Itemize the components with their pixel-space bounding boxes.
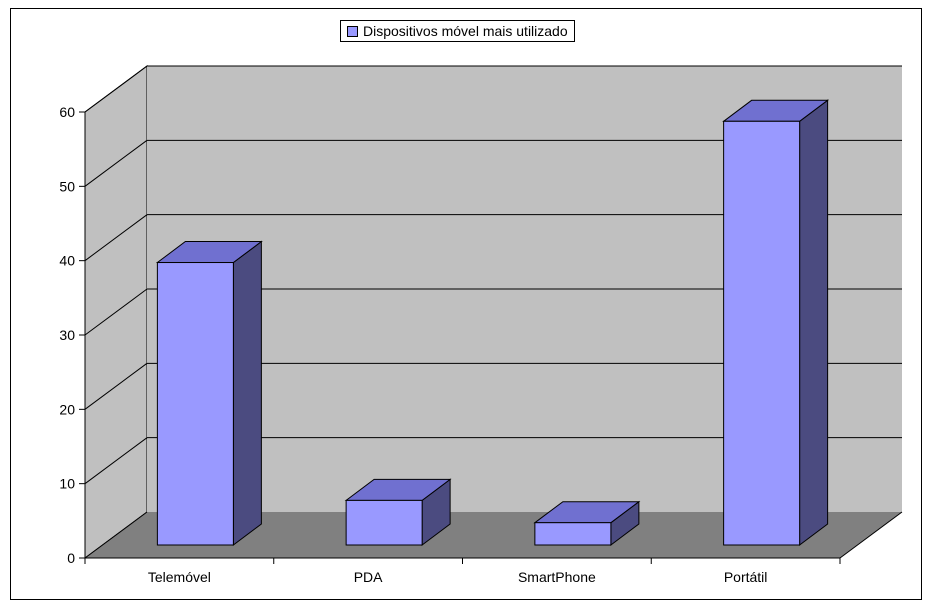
bar-side [799,99,829,546]
floor [85,512,902,558]
y-tick-label: 30 [59,327,75,343]
bar [534,522,612,546]
gridline-depth [84,437,148,485]
x-tick-label: SmartPhone [518,569,596,585]
bar [723,120,801,546]
y-tick-label: 20 [59,401,75,417]
y-tick-label: 0 [67,550,75,566]
x-tick-label: Portátil [724,569,768,585]
gridline-depth [84,65,148,113]
gridline-depth [84,362,148,410]
y-tick-label: 60 [59,104,75,120]
chart-legend: Dispositivos móvel mais utilizado [340,20,575,42]
legend-swatch [347,25,358,37]
y-tick-label: 10 [59,476,75,492]
floor-edge [839,511,903,559]
gridline-depth [84,214,148,262]
legend-label: Dispositivos móvel mais utilizado [363,23,568,39]
x-tick-label: Telemóvel [148,569,211,585]
gridline-depth [84,288,148,336]
x-tick-label: PDA [354,569,383,585]
gridline-depth [84,139,148,187]
bar [345,499,423,546]
gridline-depth [84,511,148,559]
bar [156,262,234,546]
bar-side [232,240,262,546]
y-tick-label: 50 [59,178,75,194]
y-tick-label: 40 [59,253,75,269]
